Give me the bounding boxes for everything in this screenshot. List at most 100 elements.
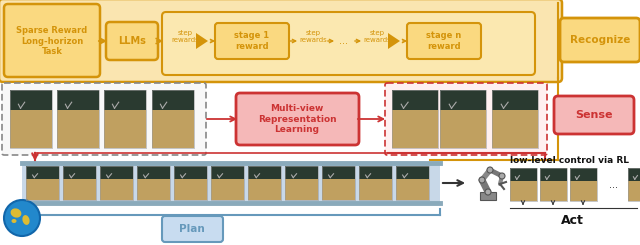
Bar	[104, 110, 146, 148]
FancyBboxPatch shape	[106, 22, 158, 60]
Bar	[104, 90, 146, 110]
Bar	[211, 166, 244, 200]
Circle shape	[487, 167, 493, 173]
FancyBboxPatch shape	[385, 83, 547, 155]
Bar	[492, 110, 538, 148]
Text: ...: ...	[339, 36, 349, 46]
Circle shape	[479, 177, 485, 183]
Bar	[22, 162, 440, 204]
FancyBboxPatch shape	[2, 83, 206, 155]
Bar	[100, 166, 133, 179]
Bar	[359, 166, 392, 179]
Bar	[26, 179, 59, 200]
Text: stage 1
reward: stage 1 reward	[234, 31, 269, 51]
FancyBboxPatch shape	[162, 216, 223, 242]
Bar	[137, 166, 170, 179]
Bar	[152, 110, 194, 148]
Bar	[152, 90, 194, 148]
Text: step
rewards: step rewards	[299, 30, 327, 44]
Bar	[396, 166, 429, 200]
FancyBboxPatch shape	[554, 96, 634, 134]
Bar	[570, 168, 597, 181]
Text: stage n
reward: stage n reward	[426, 31, 461, 51]
FancyBboxPatch shape	[162, 12, 535, 75]
Text: Recognize: Recognize	[570, 35, 630, 45]
Ellipse shape	[22, 215, 29, 225]
Text: LLMs: LLMs	[118, 36, 146, 46]
FancyBboxPatch shape	[215, 23, 289, 59]
Bar	[57, 110, 99, 148]
Bar	[359, 166, 392, 200]
Bar	[396, 166, 429, 179]
Text: Sense: Sense	[575, 110, 612, 120]
Bar	[10, 110, 52, 148]
Bar	[174, 166, 207, 200]
FancyBboxPatch shape	[0, 0, 562, 82]
Bar	[26, 166, 59, 200]
Bar	[63, 179, 96, 200]
Bar	[510, 168, 537, 181]
Bar	[510, 168, 537, 201]
Bar	[137, 166, 170, 200]
Bar	[322, 179, 355, 200]
Bar	[440, 90, 486, 148]
Bar	[57, 90, 99, 110]
Bar	[137, 179, 170, 200]
Bar	[628, 168, 640, 181]
Bar	[392, 90, 438, 148]
Bar	[100, 166, 133, 200]
Bar	[285, 179, 318, 200]
Text: step
rewards: step rewards	[171, 30, 199, 44]
Bar	[104, 90, 146, 148]
Text: Multi-view
Representation
Learning: Multi-view Representation Learning	[258, 104, 336, 134]
FancyBboxPatch shape	[560, 18, 640, 62]
Bar	[248, 166, 281, 200]
Bar	[540, 168, 567, 181]
Bar	[480, 192, 496, 200]
FancyBboxPatch shape	[236, 93, 359, 145]
Circle shape	[4, 200, 40, 236]
Bar	[492, 90, 538, 110]
Bar	[628, 168, 640, 201]
Polygon shape	[388, 33, 400, 49]
Bar	[392, 110, 438, 148]
Bar	[10, 90, 52, 110]
Ellipse shape	[11, 208, 21, 218]
Polygon shape	[196, 33, 208, 49]
Bar	[322, 166, 355, 179]
Ellipse shape	[12, 219, 17, 223]
Bar	[100, 179, 133, 200]
Bar	[540, 168, 567, 201]
Bar	[440, 90, 486, 110]
Bar	[359, 179, 392, 200]
Bar	[248, 166, 281, 179]
Bar	[174, 179, 207, 200]
Bar	[322, 166, 355, 200]
Bar	[510, 181, 537, 201]
Bar	[396, 179, 429, 200]
Text: step
rewards: step rewards	[363, 30, 391, 44]
Bar	[540, 181, 567, 201]
Bar	[570, 168, 597, 201]
Bar	[570, 181, 597, 201]
Bar	[492, 90, 538, 148]
Bar	[440, 110, 486, 148]
Text: low-level control via RL: low-level control via RL	[511, 156, 630, 164]
Bar	[10, 90, 52, 148]
Circle shape	[485, 189, 491, 195]
Bar	[628, 181, 640, 201]
Bar	[211, 166, 244, 179]
Bar	[174, 166, 207, 179]
FancyBboxPatch shape	[4, 4, 100, 77]
Bar	[392, 90, 438, 110]
Bar	[26, 166, 59, 179]
Text: ...: ...	[609, 180, 618, 190]
Text: Plan: Plan	[179, 224, 205, 234]
FancyBboxPatch shape	[407, 23, 481, 59]
Bar	[57, 90, 99, 148]
Text: Sparse Reward
Long-horizon
Task: Sparse Reward Long-horizon Task	[17, 26, 88, 56]
Bar	[211, 179, 244, 200]
Circle shape	[499, 173, 505, 179]
Bar	[63, 166, 96, 179]
Bar	[285, 166, 318, 200]
